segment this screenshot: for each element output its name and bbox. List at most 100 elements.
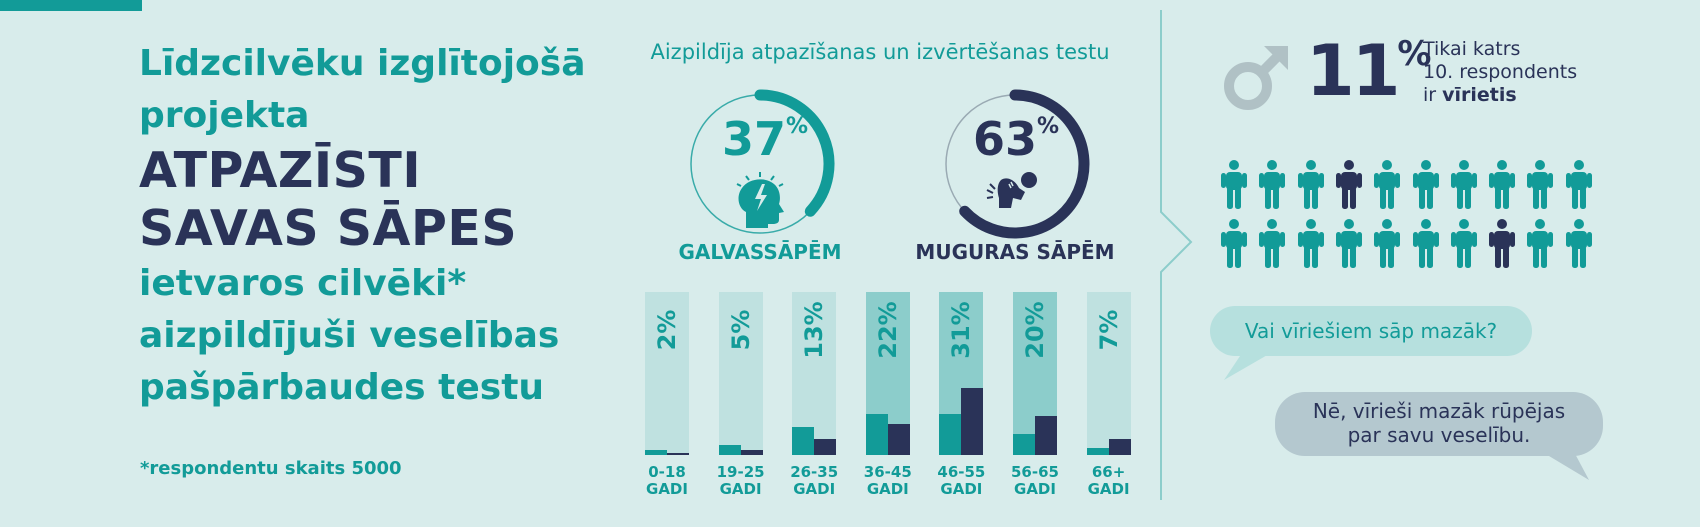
age-bar-series-1 [939, 414, 962, 455]
headache-ring-arc [754, 89, 835, 217]
question-text: Vai vīriešiem sāp mazāk? [1244, 319, 1498, 343]
person-icon [1565, 160, 1592, 209]
person-icon [1374, 160, 1401, 209]
backpain-ring [945, 89, 1090, 239]
backpain-label: MUGURAS SĀPĒM [915, 240, 1115, 264]
men-percent: 11% [1306, 30, 1432, 112]
person-icon [1412, 219, 1439, 268]
person-icon [1374, 219, 1401, 268]
age-bar-series-1 [1013, 433, 1035, 455]
age-group-label: 26-35 GADI [790, 463, 839, 498]
answer-text: Nē, vīrieši mazāk rūpējas par savu vesel… [1275, 399, 1603, 447]
male-symbol-icon [1224, 46, 1288, 110]
age-bar: 5% [718, 292, 763, 455]
backpain-unit: % [1037, 114, 1060, 139]
answer-bubble [1275, 392, 1603, 480]
age-bar-series-2 [740, 450, 763, 455]
person-icon [1221, 160, 1247, 209]
section-divider [1160, 10, 1193, 500]
age-group-label: 46-55 GADI [937, 463, 986, 498]
age-bar-percent-label: 7% [1094, 309, 1123, 351]
person-icon [1489, 160, 1516, 209]
age-group-label: 36-45 GADI [863, 463, 912, 498]
men-description: Tikai katrs 10. respondents ir vīrietis [1423, 38, 1577, 107]
answer-line-1: Nē, vīrieši mazāk rūpējas [1312, 399, 1566, 423]
age-bar-series-2 [667, 453, 689, 455]
headache-unit: % [786, 114, 809, 139]
headache-percent: 37% [722, 112, 808, 166]
age-bar: 20% [1013, 292, 1057, 455]
age-bar-percent-label: 20% [1021, 301, 1049, 359]
top-accent-bar [0, 0, 142, 11]
age-bar-series-2 [1108, 438, 1131, 455]
age-bar-series-1 [865, 414, 888, 455]
back-pain-icon [986, 172, 1037, 208]
tests-heading: Aizpildīja atpazīšanas un izvērtēšanas t… [650, 40, 1110, 64]
question-bubble [1210, 306, 1532, 380]
men-description-line-3: ir vīrietis [1423, 84, 1577, 107]
men-percent-unit: % [1397, 34, 1432, 74]
person-icon [1297, 160, 1324, 209]
project-name-line-1: ATPAZĪSTI [139, 142, 422, 199]
backpain-ring-arc [959, 89, 1090, 239]
age-bar-percent-label: 2% [653, 309, 681, 351]
headache-ring [690, 89, 835, 234]
age-bar: 31% [939, 292, 984, 455]
age-bar-series-1 [718, 445, 741, 455]
age-bar-percent-label: 13% [800, 301, 829, 359]
age-bar-series-2 [814, 438, 837, 455]
head-lightning-icon [736, 172, 784, 228]
person-icon [1527, 160, 1554, 209]
age-bar-series-2 [961, 388, 984, 455]
intro-block: Līdzcilvēku izglītojošā projekta ATPAZĪS… [139, 38, 585, 414]
answer-line-2: par savu veselību. [1347, 423, 1531, 447]
age-group-label: 56-65 GADI [1011, 463, 1059, 498]
person-icon [1259, 219, 1286, 268]
people-grid [1220, 160, 1620, 280]
intro-line-3: ietvaros cilvēki* [139, 263, 467, 304]
person-icon [1450, 219, 1477, 268]
age-bar-series-2 [1035, 415, 1057, 455]
men-description-line-1: Tikai katrs [1423, 38, 1521, 60]
age-bar-percent-label: 22% [873, 301, 902, 359]
headache-value: 37 [722, 112, 787, 166]
age-bar: 7% [1086, 292, 1131, 455]
person-icon [1450, 160, 1477, 209]
age-bar-series-1 [792, 427, 815, 455]
person-icon [1412, 160, 1439, 209]
age-bar-series-2 [887, 424, 910, 455]
age-bar: 22% [865, 292, 910, 455]
age-bar-percent-label: 5% [726, 309, 755, 351]
person-icon [1489, 219, 1516, 268]
men-description-bold: vīrietis [1442, 84, 1517, 106]
headache-label: GALVASSĀPĒM [678, 240, 842, 264]
intro-line-1: Līdzcilvēku izglītojošā [139, 43, 586, 84]
men-description-prefix: ir [1423, 84, 1443, 106]
men-description-line-2: 10. respondents [1423, 61, 1578, 83]
age-bar-series-1 [645, 450, 667, 455]
person-icon [1221, 219, 1247, 268]
project-name-line-2: SAVAS SĀPES [139, 200, 518, 257]
age-bar-series-1 [1086, 448, 1109, 455]
backpain-value: 63 [973, 112, 1038, 166]
respondent-footnote: *respondentu skaits 5000 [140, 458, 402, 479]
age-bar: 2% [645, 292, 689, 455]
person-icon [1565, 219, 1592, 268]
intro-line-5: pašpārbaudes testu [139, 367, 545, 408]
intro-line-2: projekta [139, 95, 310, 136]
age-group-label: 0-18 GADI [646, 463, 688, 498]
person-icon [1527, 219, 1554, 268]
person-icon [1297, 219, 1324, 268]
age-bar-percent-label: 31% [947, 301, 976, 359]
age-bar: 13% [792, 292, 837, 455]
person-icon [1259, 160, 1286, 209]
men-percent-value: 11 [1306, 30, 1400, 112]
person-icon [1335, 219, 1362, 268]
age-group-label: 19-25 GADI [716, 463, 765, 498]
backpain-percent: 63% [973, 112, 1059, 166]
person-icon [1335, 160, 1362, 209]
age-group-label: 66+ GADI [1087, 463, 1130, 498]
intro-line-4: aizpildījuši veselības [139, 315, 560, 356]
